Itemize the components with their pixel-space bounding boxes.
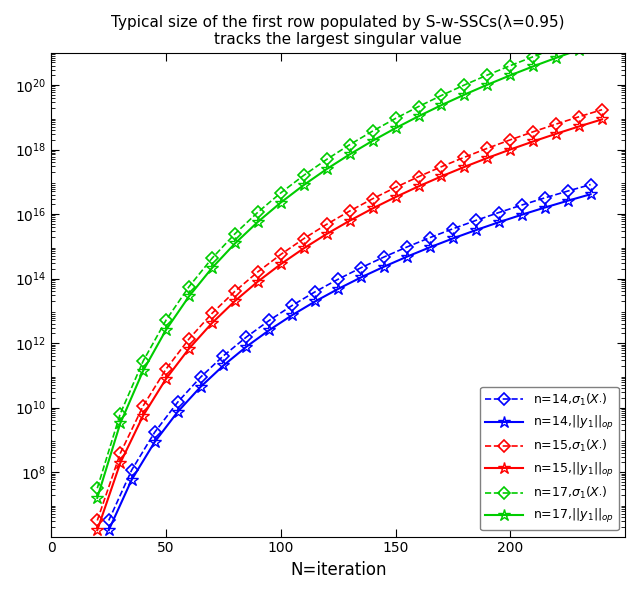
Legend: n=14,$\sigma_1(X_{\cdot})$, n=14,$||y_1||_{op}$, n=15,$\sigma_1(X_{\cdot})$, n=1: n=14,$\sigma_1(X_{\cdot})$, n=14,$||y_1|… [480, 387, 619, 530]
X-axis label: N=iteration: N=iteration [290, 561, 387, 579]
Title: Typical size of the first row populated by S-w-SSCs(λ=0.95)
tracks the largest s: Typical size of the first row populated … [111, 15, 565, 48]
